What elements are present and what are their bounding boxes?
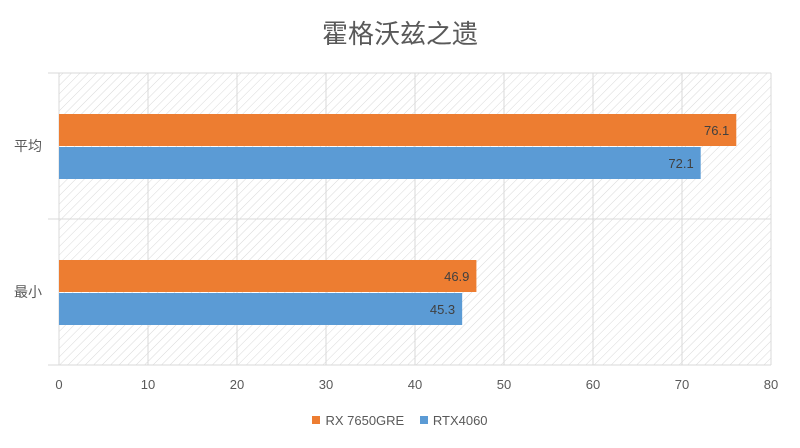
bar-1-1	[59, 293, 463, 325]
data-label: 45.3	[430, 302, 455, 317]
x-tick-label: 60	[586, 377, 600, 392]
x-tick-label: 70	[675, 377, 689, 392]
data-label: 76.1	[704, 123, 729, 138]
data-label: 46.9	[444, 269, 469, 284]
x-tick-label: 10	[141, 377, 155, 392]
legend-item-series-1: RTX4060	[419, 412, 488, 428]
x-tick-label: 20	[230, 377, 244, 392]
legend-label: RX 7650GRE	[325, 412, 405, 428]
bar-0-0	[59, 114, 737, 146]
x-tick-label: 50	[497, 377, 511, 392]
legend-swatch	[312, 416, 321, 424]
x-tick-label: 40	[408, 377, 422, 392]
chart-title: 霍格沃兹之遗	[321, 20, 478, 50]
x-tick-label: 30	[319, 377, 333, 392]
legend: RX 7650GRE RTX4060	[0, 412, 800, 428]
legend-label: RTX4060	[432, 412, 488, 428]
y-category-label: 平均	[14, 139, 42, 155]
legend-item-series-0: RX 7650GRE	[312, 413, 404, 428]
x-tick-label: 0	[55, 377, 62, 392]
legend-swatch	[419, 416, 428, 424]
data-label: 72.1	[668, 156, 693, 171]
bar-1-0	[59, 147, 701, 179]
bar-0-1	[59, 260, 477, 292]
y-category-label: 最小	[14, 285, 42, 301]
x-tick-label: 80	[764, 377, 778, 392]
